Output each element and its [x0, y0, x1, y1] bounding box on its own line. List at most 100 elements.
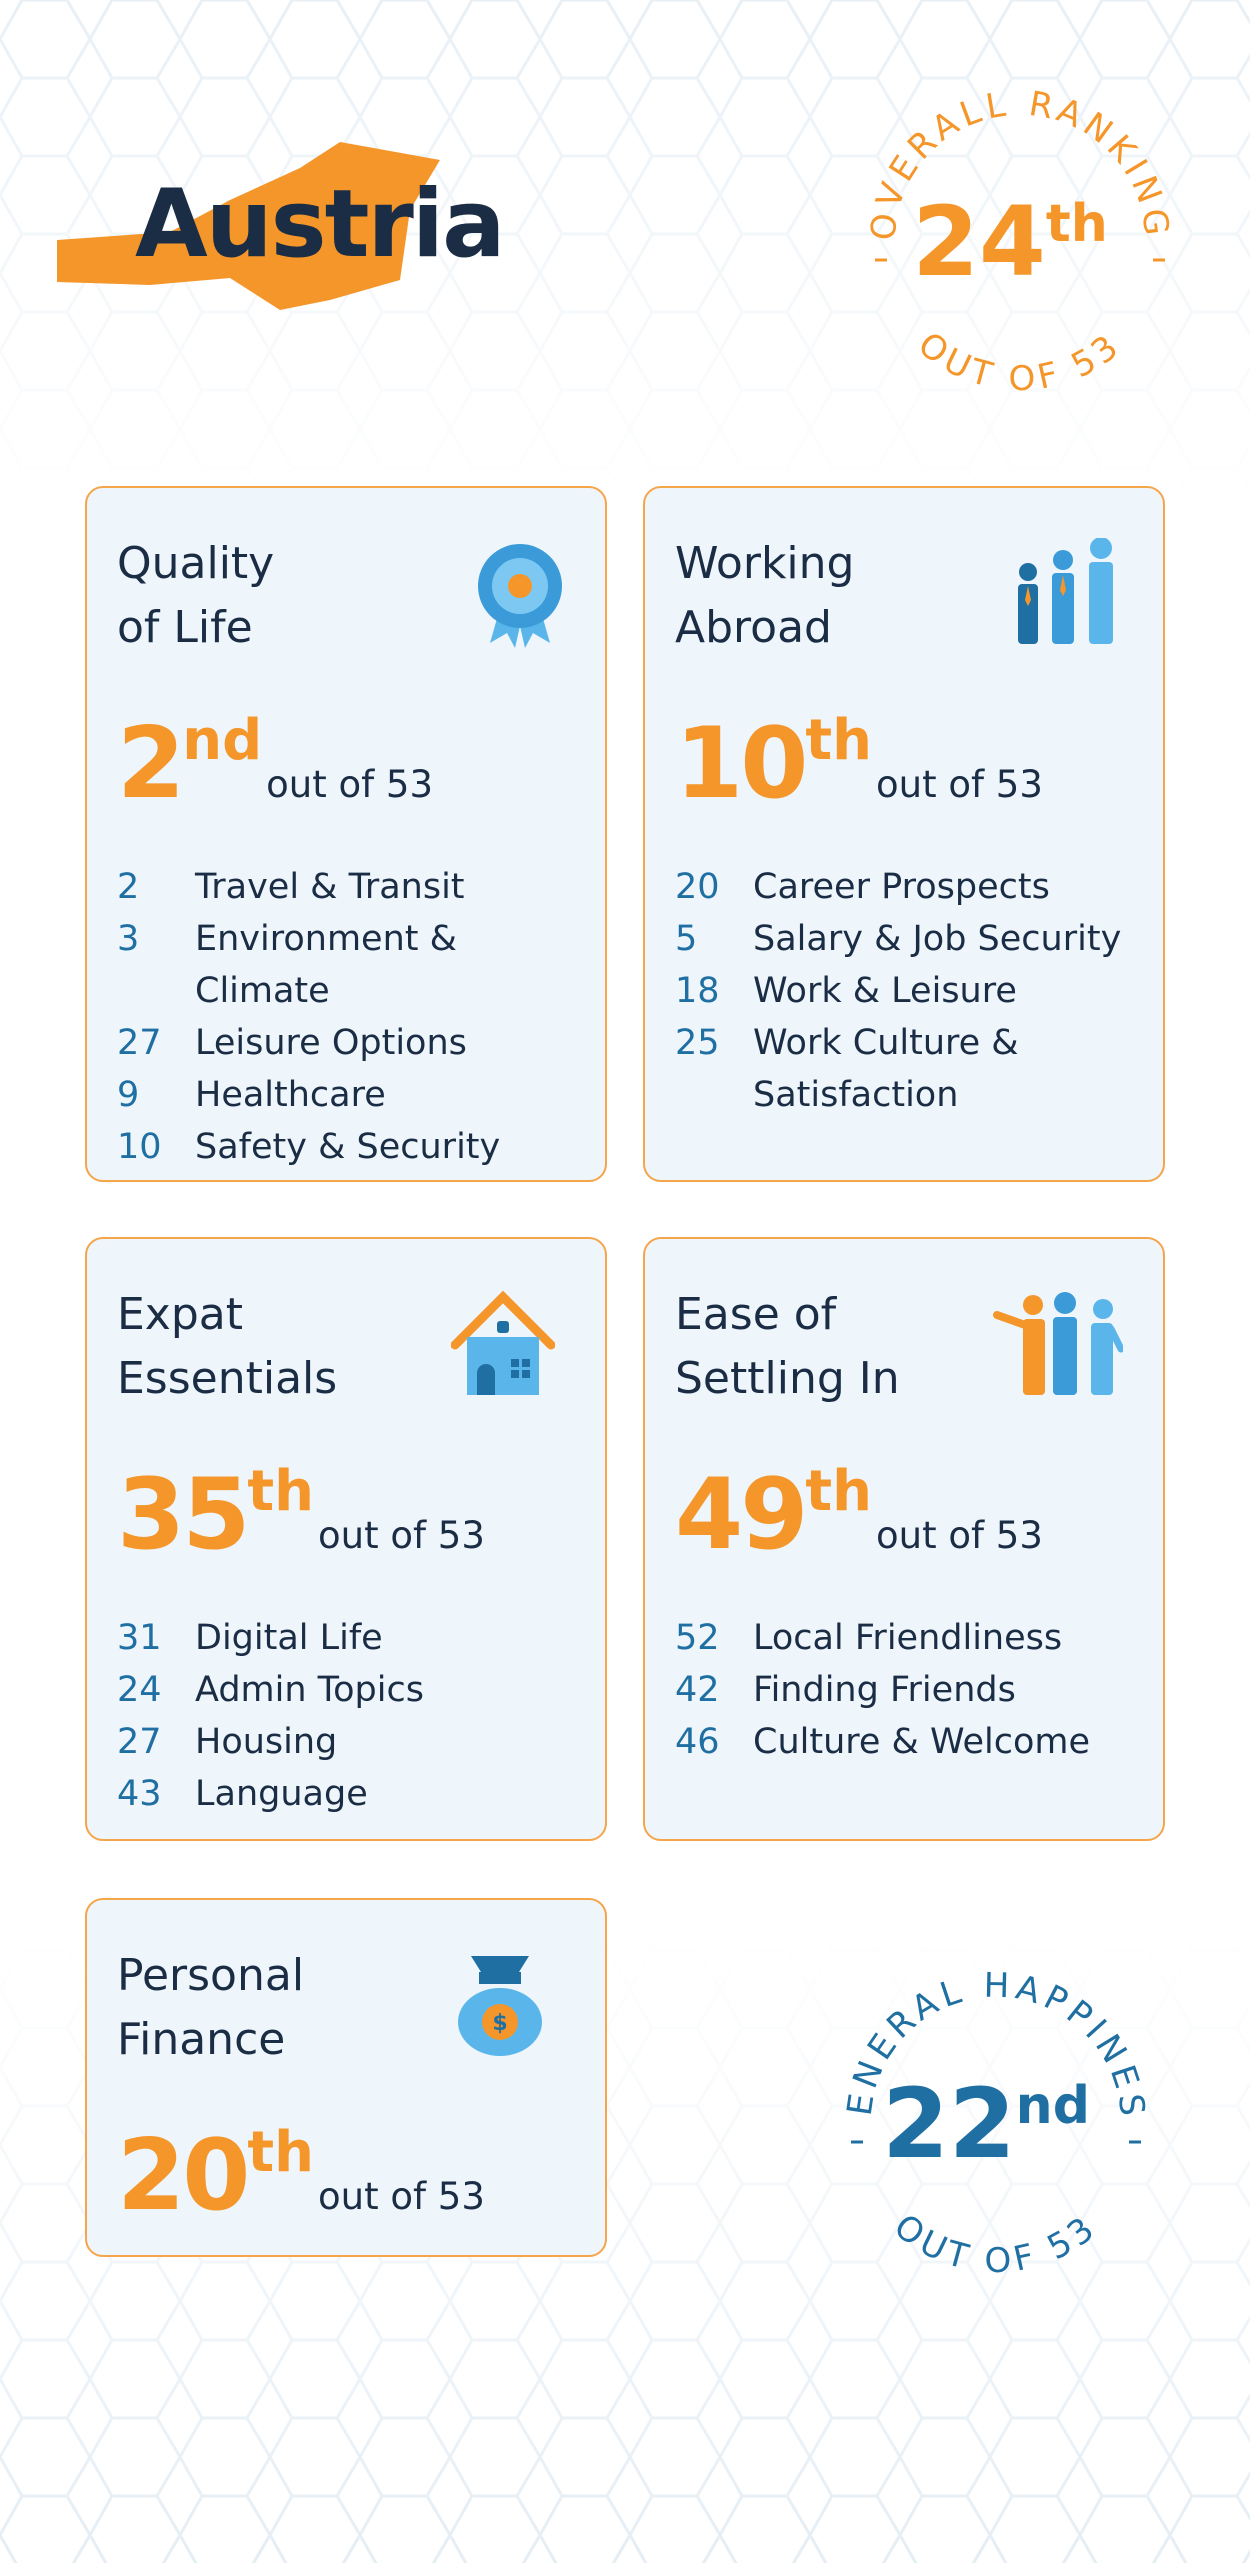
rank-suffix: nd [182, 708, 263, 773]
sub-rank: 10 [117, 1127, 162, 1167]
sub-ranking: 46 Culture & Welcome [675, 1716, 1133, 1768]
money-icon: $ [458, 1956, 542, 2056]
sub-ranking: 2 Travel & Transit [117, 861, 575, 913]
sub-label: Travel & Transit [195, 867, 465, 907]
sub-ranking: 3 Environment & Climate [117, 913, 575, 1017]
sub-label: Language [195, 1774, 368, 1814]
out-of: out of 53 [318, 2175, 485, 2218]
sub-ranking: 25 Work Culture & Satisfaction [675, 1017, 1133, 1121]
card-title: Quality of Life [117, 532, 575, 660]
rank-number: 35 [117, 1458, 250, 1572]
card-title: Ease of Settling In [675, 1283, 1133, 1411]
people-icon [993, 1292, 1123, 1395]
sub-label: Admin Topics [195, 1670, 424, 1710]
sub-rank: 5 [675, 919, 698, 959]
sub-ranking: 52 Local Friendliness [675, 1612, 1133, 1664]
overall-badge: OVERALL RANKING OUT OF 53 24th [863, 84, 1172, 400]
sub-rank: 31 [117, 1618, 162, 1658]
award-icon [478, 544, 562, 648]
title-line: Quality [117, 538, 275, 589]
sub-label: Digital Life [195, 1618, 383, 1658]
sub-rankings: 20 Career Prospects 5 Salary & Job Securit… [675, 861, 1133, 1121]
sub-label: Healthcare [195, 1075, 386, 1115]
sub-rankings: 52 Local Friendliness 42 Finding Friends 4… [675, 1612, 1133, 1768]
sub-label: Salary & Job Security [753, 919, 1122, 959]
house-icon [451, 1290, 555, 1395]
title-line: Abroad [675, 602, 832, 653]
sub-ranking: 10 Safety & Security [117, 1121, 575, 1173]
sub-ranking: 24 Admin Topics [117, 1664, 575, 1716]
title-line: Working [675, 538, 855, 589]
sub-label: Local Friendliness [753, 1618, 1063, 1658]
sub-label: Culture & Welcome [753, 1722, 1091, 1762]
sub-rank: 46 [675, 1722, 720, 1762]
sub-rank: 2 [117, 867, 140, 907]
card-rank: 35thout of 53 [117, 1437, 575, 1598]
sub-ranking: 5 Salary & Job Security [675, 913, 1133, 965]
sub-ranking: 43 Language [117, 1768, 575, 1820]
sub-label: Career Prospects [753, 867, 1050, 907]
sub-rank: 25 [675, 1023, 720, 1063]
sub-label: Leisure Options [195, 1023, 467, 1063]
title-line: Ease of [675, 1289, 837, 1340]
title-line: Finance [117, 2014, 286, 2065]
out-of: out of 53 [876, 763, 1043, 806]
sub-rank: 24 [117, 1670, 162, 1710]
workers-icon [1018, 538, 1113, 644]
country-shape [57, 142, 440, 310]
sub-rank: 42 [675, 1670, 720, 1710]
card-rank: 49thout of 53 [675, 1437, 1133, 1598]
badge-rank: 24th [912, 186, 1107, 298]
card: Expat Essentials 35thout of 53 31 Digital … [85, 1237, 607, 1841]
sub-ranking: 27 Leisure Options [117, 1017, 575, 1069]
card-rank: 2ndout of 53 [117, 686, 575, 847]
rank-suffix: th [805, 1459, 873, 1524]
card-rank: 10thout of 53 [675, 686, 1133, 847]
sub-ranking: 18 Work & Leisure [675, 965, 1133, 1017]
badge-out-of: OUT OF 53 [910, 325, 1129, 400]
happiness-badge: GENERAL HAPPINESS OUT OF 53 22nd [836, 1962, 1148, 2281]
card-title: Expat Essentials [117, 1283, 575, 1411]
sub-ranking: 20 Career Prospects [675, 861, 1133, 913]
sub-rank: 52 [675, 1618, 720, 1658]
out-of: out of 53 [876, 1514, 1043, 1557]
sub-label: Housing [195, 1722, 338, 1762]
card: Quality of Life 2ndout of 53 2 Travel & Tr… [85, 486, 607, 1182]
sub-label: Finding Friends [753, 1670, 1016, 1710]
title: Austria [135, 170, 506, 279]
sub-rank: 3 [117, 919, 140, 959]
sub-rank: 9 [117, 1075, 140, 1115]
card: Ease of Settling In 49thout of 53 52 Local… [643, 1237, 1165, 1841]
card: Personal Finance $ 20thout of 53 [85, 1898, 607, 2257]
card-title: Working Abroad [675, 532, 1133, 660]
rank-number: 2 [117, 707, 185, 821]
title-line: Settling In [675, 1353, 900, 1404]
sub-rank: 18 [675, 971, 720, 1011]
rank-suffix: th [247, 1459, 315, 1524]
rank-suffix: th [247, 2120, 315, 2185]
sub-ranking: 42 Finding Friends [675, 1664, 1133, 1716]
sub-label: Work & Leisure [753, 971, 1017, 1011]
title-line: Expat [117, 1289, 243, 1340]
rank-number: 20 [117, 2119, 250, 2233]
out-of: out of 53 [266, 763, 434, 806]
sub-rank: 27 [117, 1722, 162, 1762]
svg-text:$: $ [492, 2011, 507, 2036]
sub-label: Work Culture & Satisfaction [753, 1023, 1019, 1115]
rank-suffix: th [805, 708, 873, 773]
card: Working Abroad 10thout of 53 20 Career Pro… [643, 486, 1165, 1182]
title-line: Personal [117, 1950, 305, 2001]
sub-rank: 27 [117, 1023, 162, 1063]
sub-rank: 20 [675, 867, 720, 907]
card-rank: 20thout of 53 [117, 2098, 575, 2259]
sub-ranking: 27 Housing [117, 1716, 575, 1768]
title-line: of Life [117, 602, 253, 653]
sub-ranking: 9 Healthcare [117, 1069, 575, 1121]
card-title: Personal Finance [117, 1944, 575, 2072]
rank-number: 49 [675, 1458, 808, 1572]
sub-rankings: 2 Travel & Transit 3 Environment & Climate… [117, 861, 575, 1173]
rank-number: 10 [675, 707, 808, 821]
sub-ranking: 31 Digital Life [117, 1612, 575, 1664]
sub-rank: 43 [117, 1774, 162, 1814]
